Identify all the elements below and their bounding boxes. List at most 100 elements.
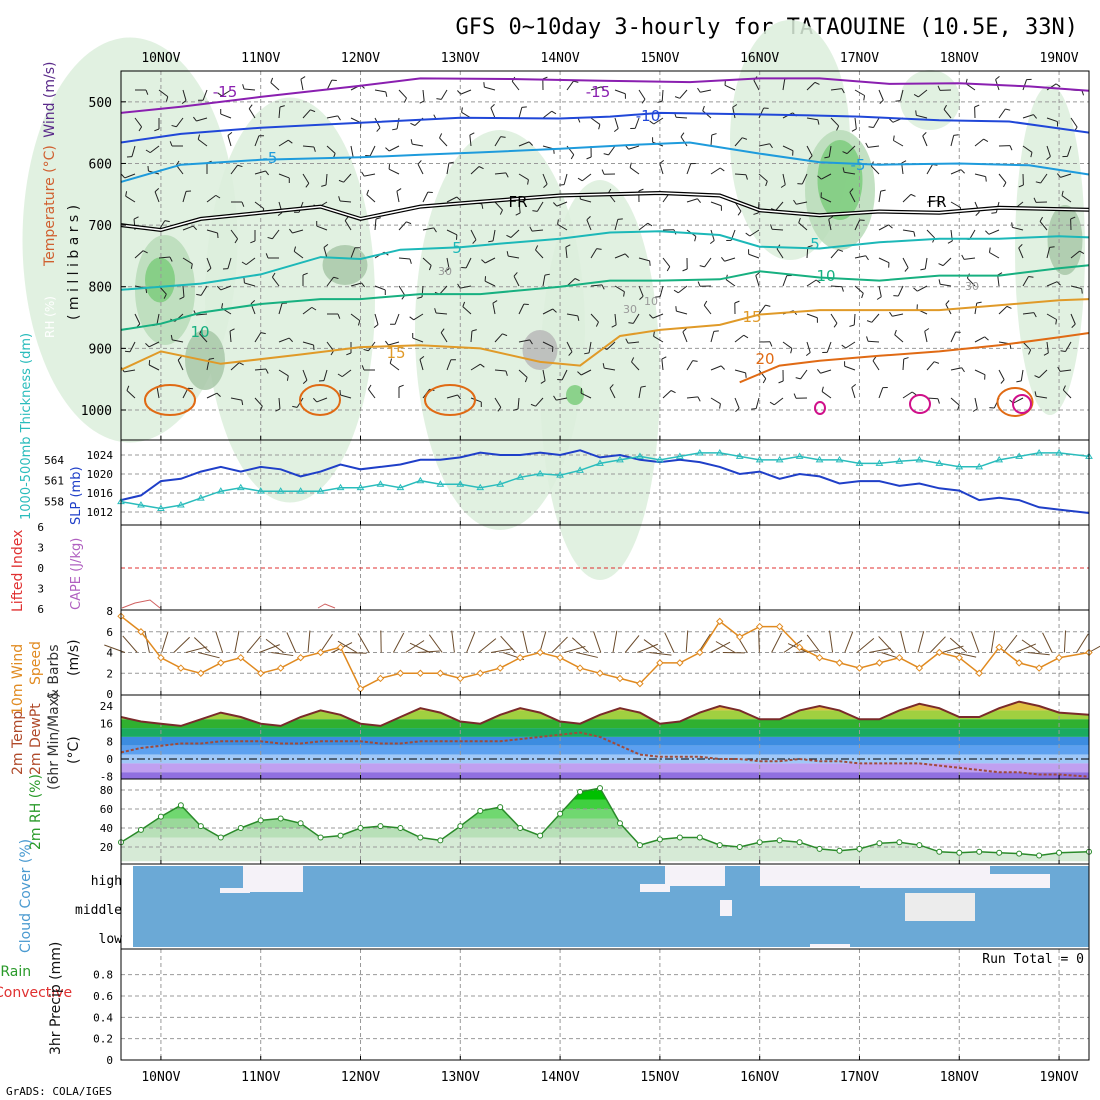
barb-flag	[937, 85, 941, 91]
barb-staff	[484, 280, 496, 287]
barb-staff	[446, 196, 458, 203]
barb-staff	[396, 117, 400, 129]
barb-staff	[950, 169, 962, 175]
thickness-marker	[695, 448, 704, 456]
barb-staff	[638, 222, 648, 231]
surface-wind-barbs	[104, 630, 1100, 661]
barb-staff	[542, 275, 546, 287]
barb-staff	[950, 135, 955, 147]
barb-staff	[679, 89, 688, 99]
svg-text:Temperature (°C) Wind (m: Temperature (°C) Wind (m/s)	[42, 61, 58, 267]
barb-flag	[483, 82, 485, 88]
barb-flag	[1016, 380, 1022, 383]
barb-staff	[806, 81, 816, 91]
rh-marker	[497, 804, 504, 811]
barb-staff	[734, 173, 747, 176]
barb-staff	[590, 117, 601, 125]
temp-band-9	[121, 772, 1089, 779]
surface-barb	[637, 643, 658, 653]
barb-flag	[1018, 184, 1024, 188]
barb-staff	[1062, 389, 1072, 399]
barb-staff	[710, 365, 722, 371]
barb-flag	[793, 393, 797, 399]
barb-staff	[278, 106, 281, 119]
rh-shade-12	[817, 140, 863, 220]
barb-flag	[557, 219, 559, 225]
rh-marker	[616, 820, 623, 827]
barb-staff	[565, 247, 568, 259]
contour-label-17: 30	[965, 280, 979, 293]
barb-flag	[649, 120, 655, 125]
barb-staff	[131, 145, 136, 157]
surface-barb	[104, 644, 126, 653]
barb-flag	[444, 268, 450, 272]
barb-staff	[801, 173, 808, 185]
temp2m-ylabel: 2m Temp 2m DewPt (6hr Min/Max) (°C)	[10, 693, 82, 790]
barb-flag	[901, 160, 907, 164]
barb-flag	[595, 321, 599, 327]
thickness-marker	[496, 480, 505, 487]
pressure-tick-600: 600	[89, 157, 112, 172]
barb-flag	[702, 105, 705, 111]
surface-barb	[1076, 633, 1089, 653]
barb-flag	[601, 284, 605, 290]
wind-tick-6: 6	[106, 626, 113, 639]
wind-speed-marker	[815, 653, 824, 662]
thickness-marker	[715, 448, 724, 456]
rh-marker	[417, 834, 424, 841]
barb-staff	[1022, 341, 1032, 351]
barb-staff	[638, 285, 644, 297]
barb-flag	[713, 330, 719, 332]
surface-barb	[478, 638, 497, 653]
barb-flag	[603, 153, 609, 156]
barb-flag	[910, 193, 916, 197]
barb-staff	[1020, 369, 1024, 381]
barb-staff	[830, 285, 843, 288]
barb-flag	[197, 134, 201, 140]
barb-staff	[1046, 281, 1058, 287]
temperature-label: Temperature (°C)	[42, 145, 58, 267]
barb-staff	[1013, 397, 1024, 404]
barb-flag	[876, 296, 882, 300]
thickness-marker	[536, 469, 545, 477]
barb-flag	[275, 408, 281, 412]
barb-staff	[629, 167, 640, 175]
cloud-clear-6	[860, 866, 990, 888]
rh-marker	[217, 834, 224, 841]
barb-flag	[530, 403, 536, 407]
thickness-marker	[296, 487, 305, 494]
barb-flag	[938, 279, 941, 285]
surface-barb	[319, 633, 333, 653]
surface-barb	[173, 636, 190, 653]
barb-staff	[926, 164, 933, 175]
isotherm-20	[739, 332, 1090, 384]
barb-flag	[628, 322, 634, 324]
barb-flag	[302, 272, 308, 276]
barb-staff	[580, 392, 592, 399]
barb-staff	[197, 138, 208, 147]
pressure-tick-500: 500	[89, 96, 112, 111]
surface-barb	[1042, 632, 1053, 653]
barb-flag	[417, 296, 423, 299]
surface-barb	[357, 633, 370, 653]
barb-flag	[1046, 156, 1051, 161]
thickness-label: 1000-500mb Thickness (dm)	[19, 333, 34, 520]
wind-speed-marker	[995, 643, 1003, 652]
rh-marker	[537, 832, 544, 839]
barb-flag	[601, 169, 605, 175]
wind-speed-marker	[755, 622, 764, 631]
surface-barb	[161, 631, 169, 653]
barb-staff	[590, 86, 602, 91]
barb-flag	[169, 256, 173, 262]
barb-staff	[278, 173, 290, 179]
barb-flag	[880, 189, 886, 192]
barb-staff	[206, 257, 212, 269]
barb-flag	[841, 344, 847, 349]
wind-speed-marker	[177, 664, 185, 672]
barb-flag	[457, 394, 461, 400]
rh-marker	[676, 834, 683, 841]
barb-flag	[945, 300, 950, 305]
rh-tick-20: 20	[100, 841, 113, 854]
barb-staff	[398, 89, 407, 99]
surface-barb	[451, 630, 455, 653]
